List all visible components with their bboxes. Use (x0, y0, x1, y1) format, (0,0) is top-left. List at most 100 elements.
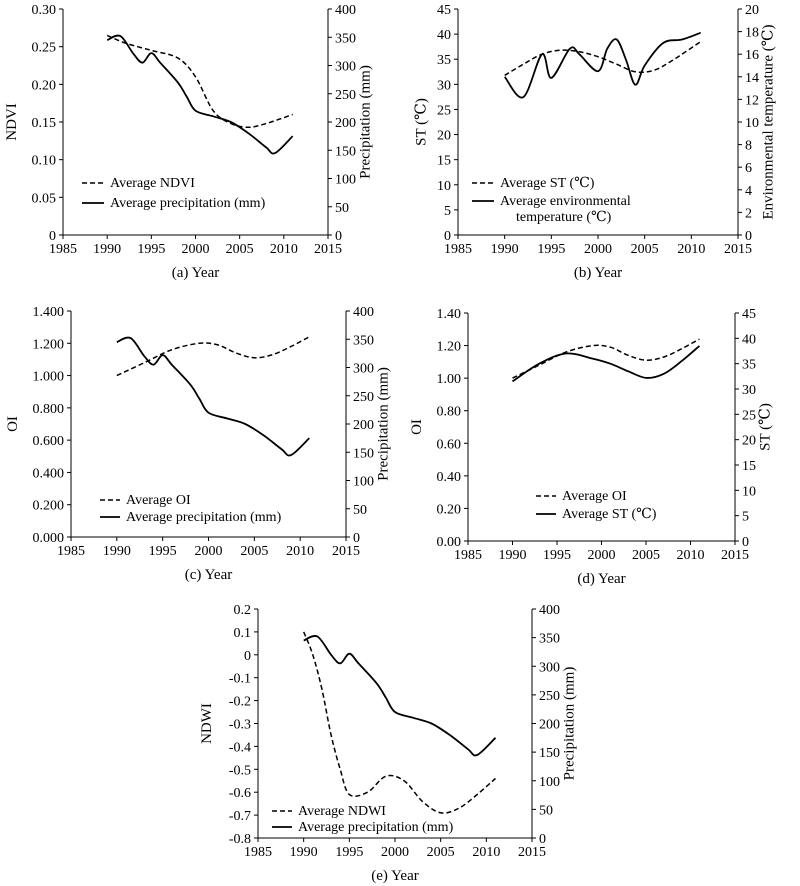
y-tick-label: -0.6 (229, 786, 251, 801)
x-tick-label: 2015 (518, 845, 546, 860)
legend-label-2: Average ST (℃) (562, 507, 657, 522)
chart-panel-e: 1985 1990 1995 2000 2005 2010 2015-0.8-0.7-0.6… (199, 603, 577, 884)
y2-tick-label: 25 (742, 408, 756, 423)
x-tick-label: 1995 (543, 548, 571, 563)
y2-tick-label: 250 (335, 88, 356, 103)
y-axis-title: OI (409, 419, 425, 435)
x-tick-label: 2015 (724, 242, 752, 257)
panel-caption: (b) Year (574, 265, 622, 281)
y2-tick-label: 5 (742, 510, 749, 525)
y-tick-label: 25 (437, 103, 451, 118)
y2-tick-label: 0 (539, 832, 546, 847)
y2-tick-label: 50 (539, 803, 553, 818)
y2-tick-label: 10 (745, 116, 759, 131)
y2-tick-label: 0 (335, 229, 342, 244)
y-tick-label: 0 (244, 649, 251, 664)
y2-tick-label: 200 (335, 116, 356, 131)
y2-tick-label: 50 (353, 503, 367, 518)
y2-tick-label: 400 (539, 603, 560, 618)
x-tick-label: 2010 (286, 544, 314, 559)
y-tick-label: 0.60 (437, 437, 462, 452)
y-tick-label: 5 (444, 204, 451, 219)
x-tick-label: 1985 (49, 242, 77, 257)
x-tick-label: 1990 (491, 242, 519, 257)
chart-panel-d: 1985 1990 1995 2000 2005 2010 20150.000.200.40… (409, 307, 773, 587)
y-tick-label: 0.20 (32, 78, 57, 93)
y-tick-label: 0.40 (437, 470, 462, 485)
y-tick-label: 1.40 (437, 307, 462, 322)
series-line-2 (503, 31, 702, 99)
x-tick-label: 1990 (93, 242, 121, 257)
y-tick-label: 0.20 (437, 502, 462, 517)
series-line-1 (106, 34, 293, 129)
y-tick-label: 45 (437, 3, 451, 18)
y-tick-label: 0.15 (32, 116, 57, 131)
y2-tick-label: 100 (335, 173, 356, 188)
y2-tick-label: 15 (742, 459, 756, 474)
legend-label-2: Average precipitation (mm) (110, 196, 266, 211)
y2-tick-label: 16 (745, 48, 759, 63)
y2-tick-label: 8 (745, 139, 752, 154)
y2-tick-label: 100 (539, 775, 560, 790)
y2-tick-label: 150 (539, 746, 560, 761)
x-tick-label: 2000 (195, 544, 223, 559)
x-tick-label: 1995 (149, 544, 177, 559)
y-tick-label: 0.600 (33, 434, 65, 449)
y-tick-label: 0.80 (437, 405, 462, 420)
x-tick-label: 2000 (584, 242, 612, 257)
y2-tick-label: 45 (742, 307, 756, 322)
series-line-2 (512, 345, 700, 383)
legend-label-2: Average environmental temperature (℃) (500, 194, 631, 225)
y2-tick-label: 400 (335, 3, 356, 18)
y2-tick-label: 200 (539, 718, 560, 733)
legend-label-1: Average NDVI (110, 176, 195, 191)
x-tick-label: 1995 (335, 845, 363, 860)
y2-tick-label: 350 (335, 31, 356, 46)
series-line-2 (116, 336, 310, 457)
y-axis-title: ST (℃) (414, 98, 430, 146)
y-tick-label: -0.1 (229, 672, 251, 687)
x-tick-label: 1990 (290, 845, 318, 860)
y-tick-label: 35 (437, 53, 451, 68)
x-tick-label: 2005 (240, 544, 268, 559)
chart-panel-b: 1985 1990 1995 2000 2005 2010 2015051015202530… (414, 3, 777, 281)
x-tick-label: 1985 (444, 242, 472, 257)
x-tick-label: 1995 (137, 242, 165, 257)
panel-caption: (c) Year (185, 567, 232, 583)
x-tick-label: 1985 (57, 544, 85, 559)
legend-label-1: Average OI (562, 489, 627, 504)
y-axis-title: NDVI (4, 103, 20, 141)
y2-tick-label: 300 (353, 362, 374, 377)
series-line-1 (303, 631, 496, 814)
y2-tick-label: 12 (745, 93, 759, 108)
x-tick-label: 2010 (270, 242, 298, 257)
panel-caption: (e) Year (371, 868, 418, 884)
y-tick-label: 0 (49, 229, 56, 244)
y-axis-title: OI (5, 416, 21, 432)
series-line-2 (106, 34, 294, 155)
chart-panel-c: 1985 1990 1995 2000 2005 2010 20150.0000.2000.… (5, 305, 392, 583)
x-tick-label: 2010 (677, 548, 705, 563)
series-line-1 (512, 338, 700, 379)
y2-tick-label: 300 (335, 60, 356, 75)
y-tick-label: 15 (437, 154, 451, 169)
y-tick-label: 20 (437, 129, 451, 144)
series-line-1 (116, 336, 310, 377)
y-tick-label: 0.1 (234, 626, 252, 641)
x-tick-label: 1985 (244, 845, 272, 860)
y2-tick-label: 0 (745, 229, 752, 244)
y-tick-label: 0.10 (32, 154, 57, 169)
y-tick-label: 0.00 (437, 535, 462, 550)
x-tick-label: 2005 (632, 548, 660, 563)
y-tick-label: 0.400 (33, 466, 65, 481)
y2-tick-label: 4 (745, 184, 752, 199)
x-tick-label: 2005 (226, 242, 254, 257)
x-tick-label: 2010 (677, 242, 705, 257)
x-tick-label: 1990 (103, 544, 131, 559)
y-tick-label: 0.200 (33, 499, 65, 514)
y2-tick-label: 14 (745, 71, 759, 86)
y2-tick-label: 400 (353, 305, 374, 320)
y2-tick-label: 0 (742, 535, 749, 550)
x-tick-label: 2005 (427, 845, 455, 860)
